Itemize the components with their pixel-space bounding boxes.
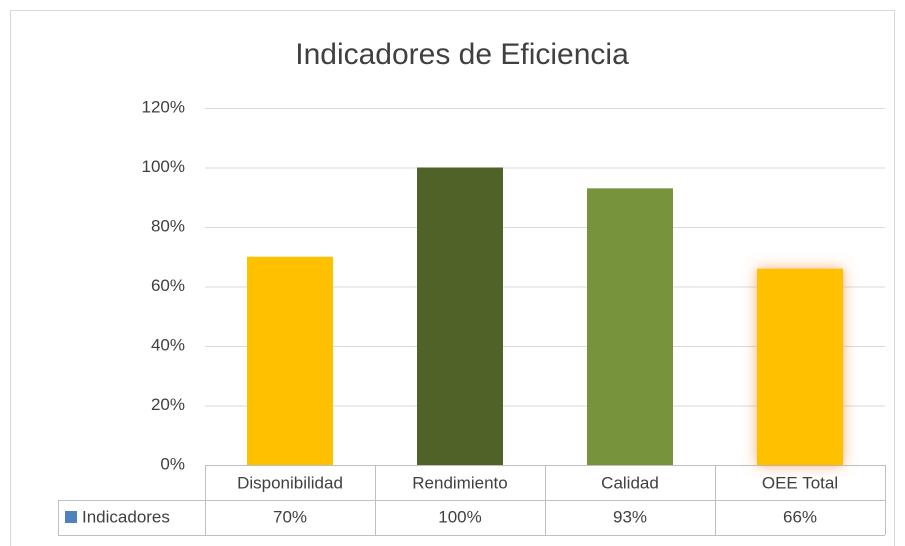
- data-table-value: 93%: [613, 507, 647, 526]
- bar: [417, 167, 503, 465]
- y-tick-label: 60%: [151, 276, 185, 295]
- y-tick-label: 40%: [151, 335, 185, 354]
- bar: [587, 188, 673, 465]
- data-table-value: 100%: [438, 507, 481, 526]
- y-tick-label: 0%: [160, 454, 185, 473]
- x-tick-label: OEE Total: [762, 473, 838, 492]
- y-tick-label: 100%: [142, 157, 185, 176]
- y-tick-label: 20%: [151, 395, 185, 414]
- data-table-value: 66%: [783, 507, 817, 526]
- bar: [247, 256, 333, 465]
- x-tick-label: Calidad: [601, 473, 659, 492]
- data-table-value: 70%: [273, 507, 307, 526]
- legend-label: Indicadores: [82, 507, 170, 526]
- y-tick-label: 120%: [142, 97, 185, 116]
- chart-title: Indicadores de Eficiencia: [295, 38, 629, 71]
- y-tick-label: 80%: [151, 216, 185, 235]
- bar: [757, 268, 843, 465]
- x-tick-label: Disponibilidad: [237, 473, 343, 492]
- chart-border: [10, 10, 895, 546]
- legend-key: [65, 511, 77, 523]
- x-tick-label: Rendimiento: [412, 473, 507, 492]
